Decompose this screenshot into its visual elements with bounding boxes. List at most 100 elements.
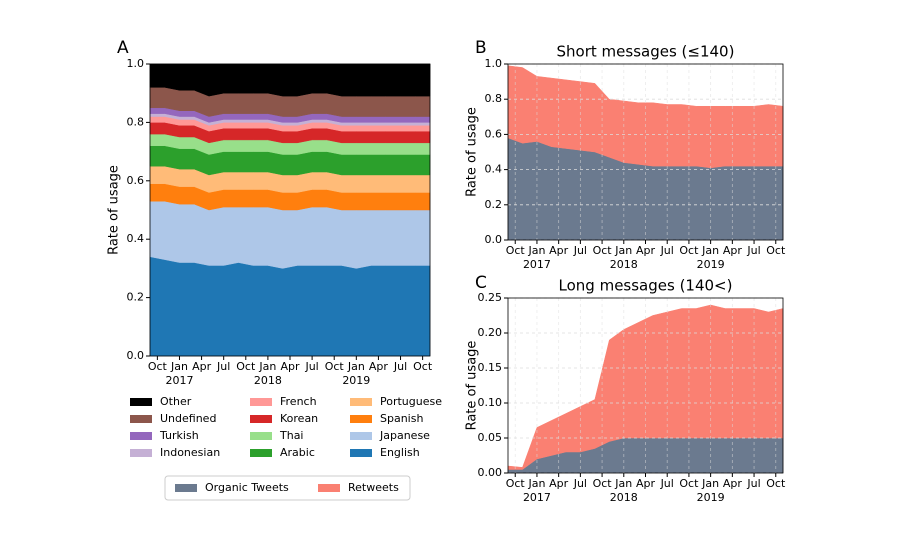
y-tick-label: 0.4 xyxy=(127,232,145,245)
y-tick-label: 0.00 xyxy=(478,466,503,479)
x-tick-label: Oct xyxy=(679,477,699,490)
x-tick-label: Jan xyxy=(527,477,545,490)
y-tick-label: 0.15 xyxy=(478,361,503,374)
legend-label: Organic Tweets xyxy=(205,481,289,494)
y-tick-label: 0.0 xyxy=(127,349,145,362)
x-year-label: 2018 xyxy=(610,258,638,271)
legend-label: English xyxy=(380,446,420,459)
legend-swatch xyxy=(130,432,152,440)
legend-swatch xyxy=(130,415,152,423)
legend-box xyxy=(164,475,411,501)
y-tick-label: 0.8 xyxy=(485,92,503,105)
x-year-label: 2018 xyxy=(254,374,282,387)
y-tick-label: 0.8 xyxy=(127,115,145,128)
legend-label: Spanish xyxy=(380,412,423,425)
y-tick-label: 0.0 xyxy=(485,233,503,246)
legend-swatch xyxy=(175,484,197,492)
x-tick-label: Oct xyxy=(593,477,613,490)
x-tick-label: Jul xyxy=(660,477,674,490)
y-tick-label: 0.25 xyxy=(478,291,503,304)
legend-swatch xyxy=(130,449,152,457)
legend-swatch xyxy=(350,398,372,406)
x-tick-label: Jul xyxy=(304,360,318,373)
chart-title: Long messages (140<) xyxy=(559,277,733,295)
x-tick-label: Oct xyxy=(766,477,786,490)
x-year-label: 2019 xyxy=(342,374,370,387)
x-tick-label: Apr xyxy=(549,244,569,257)
x-tick-label: Jan xyxy=(527,244,545,257)
x-tick-label: Jul xyxy=(216,360,230,373)
x-tick-label: Oct xyxy=(413,360,433,373)
panel-label: C xyxy=(475,273,487,293)
legend-swatch xyxy=(250,449,272,457)
chart-title: Short messages (≤140) xyxy=(557,43,735,61)
x-tick-label: Jul xyxy=(393,360,407,373)
legend-label: Korean xyxy=(280,412,318,425)
x-year-label: 2017 xyxy=(523,491,551,504)
legend-swatch xyxy=(250,432,272,440)
x-tick-label: Oct xyxy=(325,360,345,373)
y-tick-label: 0.6 xyxy=(127,174,145,187)
panel-label: B xyxy=(475,38,487,58)
legend-label: Undefined xyxy=(160,412,216,425)
legend-swatch xyxy=(350,415,372,423)
legend-label: French xyxy=(280,395,317,408)
legend-label: Arabic xyxy=(280,446,315,459)
x-tick-label: Oct xyxy=(679,244,699,257)
x-tick-label: Apr xyxy=(636,477,656,490)
legend-label: Portuguese xyxy=(380,395,442,408)
x-tick-label: Jan xyxy=(258,360,276,373)
y-tick-label: 0.2 xyxy=(485,198,503,211)
x-tick-label: Jul xyxy=(573,244,587,257)
y-axis-label: Rate of usage xyxy=(465,107,480,197)
y-tick-label: 0.05 xyxy=(478,431,503,444)
x-tick-label: Jan xyxy=(701,244,719,257)
x-tick-label: Oct xyxy=(506,477,526,490)
x-tick-label: Jul xyxy=(746,477,760,490)
legend-label: Other xyxy=(160,395,192,408)
x-year-label: 2017 xyxy=(523,258,551,271)
x-tick-label: Oct xyxy=(766,244,786,257)
legend-label: Indonesian xyxy=(160,446,220,459)
y-axis-label: Rate of usage xyxy=(465,341,480,431)
legend-swatch xyxy=(250,415,272,423)
x-tick-label: Oct xyxy=(593,244,613,257)
legend-label: Turkish xyxy=(159,429,199,442)
y-tick-label: 0.10 xyxy=(478,396,503,409)
x-tick-label: Apr xyxy=(723,477,743,490)
y-tick-label: 0.4 xyxy=(485,163,503,176)
x-tick-label: Apr xyxy=(192,360,212,373)
legend-swatch xyxy=(130,398,152,406)
x-tick-label: Apr xyxy=(549,477,569,490)
legend-swatch xyxy=(350,432,372,440)
x-tick-label: Jan xyxy=(614,244,632,257)
x-tick-label: Apr xyxy=(636,244,656,257)
x-tick-label: Apr xyxy=(723,244,743,257)
x-year-label: 2019 xyxy=(697,491,725,504)
x-tick-label: Oct xyxy=(506,244,526,257)
y-tick-label: 1.0 xyxy=(127,57,145,70)
y-tick-label: 1.0 xyxy=(485,57,503,70)
x-tick-label: Oct xyxy=(236,360,256,373)
x-year-label: 2018 xyxy=(610,491,638,504)
area xyxy=(149,256,431,357)
x-tick-label: Jan xyxy=(170,360,188,373)
y-tick-label: 0.20 xyxy=(478,326,503,339)
x-tick-label: Jan xyxy=(701,477,719,490)
legend-label: Thai xyxy=(279,429,304,442)
axes-frame xyxy=(507,297,784,474)
legend-swatch xyxy=(318,484,340,492)
x-tick-label: Jul xyxy=(660,244,674,257)
x-tick-label: Apr xyxy=(280,360,300,373)
legend-swatch xyxy=(250,398,272,406)
legend-label: Japanese xyxy=(379,429,430,442)
x-year-label: 2017 xyxy=(165,374,193,387)
panel-label: A xyxy=(117,38,129,58)
x-tick-label: Jan xyxy=(614,477,632,490)
axes-frame xyxy=(149,63,431,357)
axes-frame xyxy=(507,63,784,241)
x-tick-label: Apr xyxy=(369,360,389,373)
area xyxy=(149,200,431,269)
y-tick-label: 0.2 xyxy=(127,291,145,304)
